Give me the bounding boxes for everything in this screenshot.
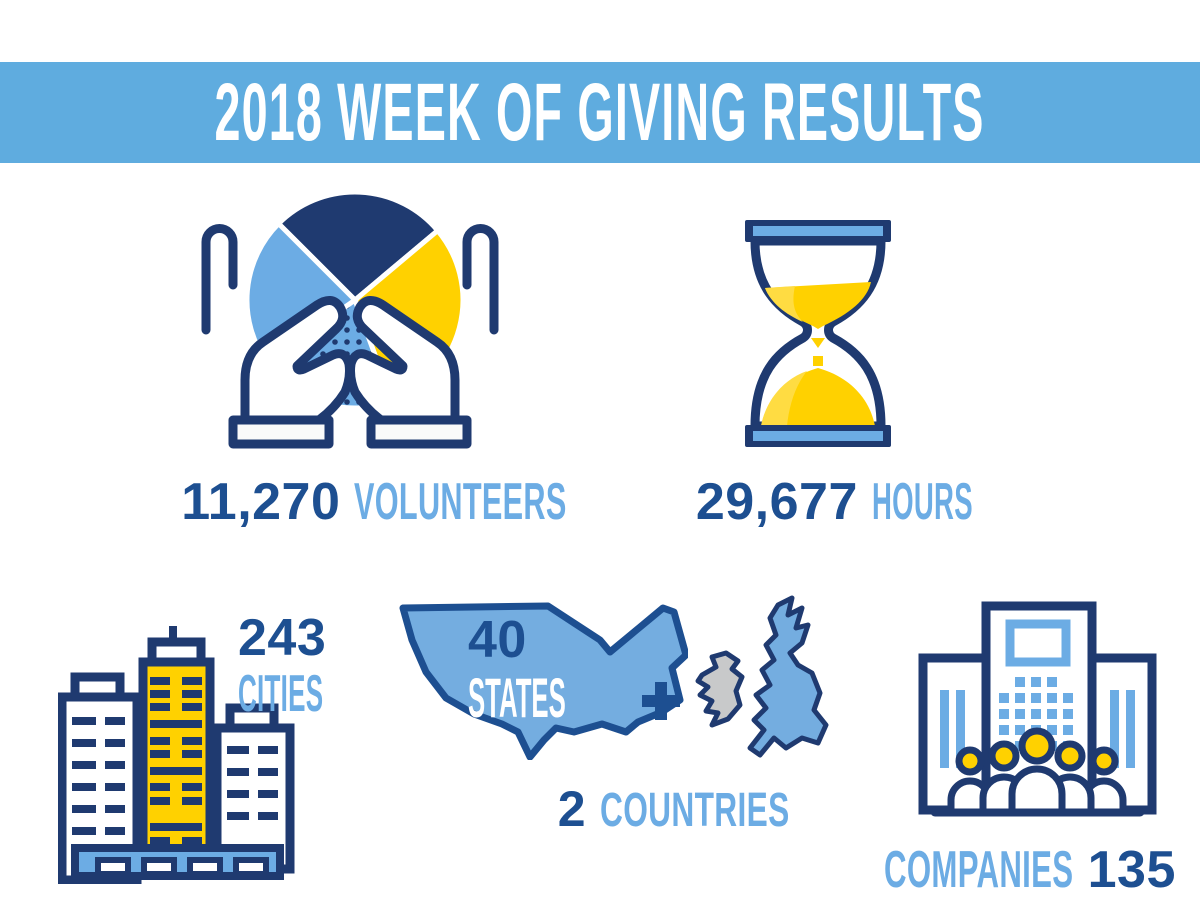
companies-label: COMPANIES <box>884 841 1074 899</box>
page-title: 2018 WEEK OF GIVING RESULTS <box>214 66 986 158</box>
volunteers-stat: 11,270 VOLUNTEERS <box>150 472 600 532</box>
states-stat: 40 STATES <box>468 614 681 726</box>
hours-stat: 29,677 HOURS <box>660 472 1010 532</box>
hours-label: HOURS <box>871 473 973 531</box>
volunteers-label: VOLUNTEERS <box>354 473 568 531</box>
top-sand-highlight <box>765 286 803 322</box>
tower-sign <box>1005 619 1071 667</box>
left-hand <box>201 224 354 449</box>
base-platform <box>71 844 284 880</box>
hours-count: 29,677 <box>695 473 858 531</box>
company-building-people-icon <box>918 601 1157 817</box>
states-label: STATES <box>468 666 566 729</box>
title-banner: 2018 WEEK OF GIVING RESULTS <box>0 62 1200 163</box>
volunteers-count: 11,270 <box>181 473 341 531</box>
companies-stat: COMPANIES 135 <box>870 840 1190 900</box>
usa-map-block: 40 STATES <box>398 600 690 761</box>
sand-stream <box>811 338 825 398</box>
cities-count: 243 <box>238 609 327 667</box>
bottom-sand-highlight <box>761 371 807 426</box>
hourglass-caps <box>745 220 891 447</box>
usa-map-icon <box>399 602 690 761</box>
countries-count: 2 <box>557 781 587 837</box>
city-buildings-icon <box>58 626 295 884</box>
cities-label: CITIES <box>238 665 324 723</box>
countries-stat: 2 COUNTRIES <box>530 780 820 838</box>
great-britain-outline <box>747 595 829 758</box>
people-group <box>947 727 1127 816</box>
hands-holding-pie-icon <box>201 189 499 449</box>
usa-outline <box>399 602 690 761</box>
ireland-uk-map-icon <box>695 595 829 758</box>
hourglass-icon <box>745 220 891 447</box>
center-tower <box>138 637 215 878</box>
plus-icon <box>642 682 680 720</box>
wing-stripes <box>940 690 1135 768</box>
countries-label: COUNTRIES <box>600 784 790 837</box>
cities-stat: 243 CITIES <box>238 612 409 720</box>
right-hand <box>346 224 499 449</box>
ireland-outline <box>695 650 745 728</box>
states-count: 40 <box>468 611 527 669</box>
companies-count: 135 <box>1087 841 1176 899</box>
person <box>1008 727 1066 816</box>
